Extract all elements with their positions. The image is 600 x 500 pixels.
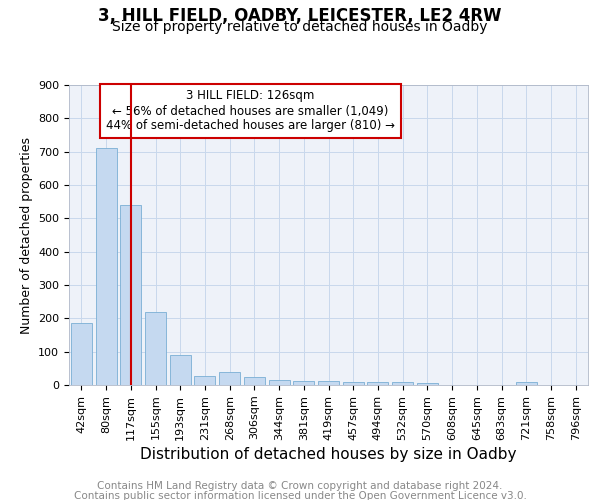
Text: 3, HILL FIELD, OADBY, LEICESTER, LE2 4RW: 3, HILL FIELD, OADBY, LEICESTER, LE2 4RW — [98, 8, 502, 26]
Bar — [417, 384, 438, 385]
Text: Contains public sector information licensed under the Open Government Licence v3: Contains public sector information licen… — [74, 491, 526, 500]
Bar — [95, 148, 116, 385]
Bar — [244, 376, 265, 385]
Bar — [293, 381, 314, 385]
Bar — [145, 312, 166, 385]
X-axis label: Distribution of detached houses by size in Oadby: Distribution of detached houses by size … — [140, 447, 517, 462]
Bar — [367, 382, 388, 385]
Bar — [343, 382, 364, 385]
Bar — [392, 382, 413, 385]
Bar — [318, 381, 339, 385]
Text: 3 HILL FIELD: 126sqm
← 56% of detached houses are smaller (1,049)
44% of semi-de: 3 HILL FIELD: 126sqm ← 56% of detached h… — [106, 90, 395, 132]
Bar — [71, 324, 92, 385]
Bar — [516, 382, 537, 385]
Y-axis label: Number of detached properties: Number of detached properties — [20, 136, 32, 334]
Text: Size of property relative to detached houses in Oadby: Size of property relative to detached ho… — [112, 20, 488, 34]
Bar — [170, 355, 191, 385]
Bar — [269, 380, 290, 385]
Bar — [194, 376, 215, 385]
Bar — [219, 372, 240, 385]
Text: Contains HM Land Registry data © Crown copyright and database right 2024.: Contains HM Land Registry data © Crown c… — [97, 481, 503, 491]
Bar — [120, 205, 141, 385]
